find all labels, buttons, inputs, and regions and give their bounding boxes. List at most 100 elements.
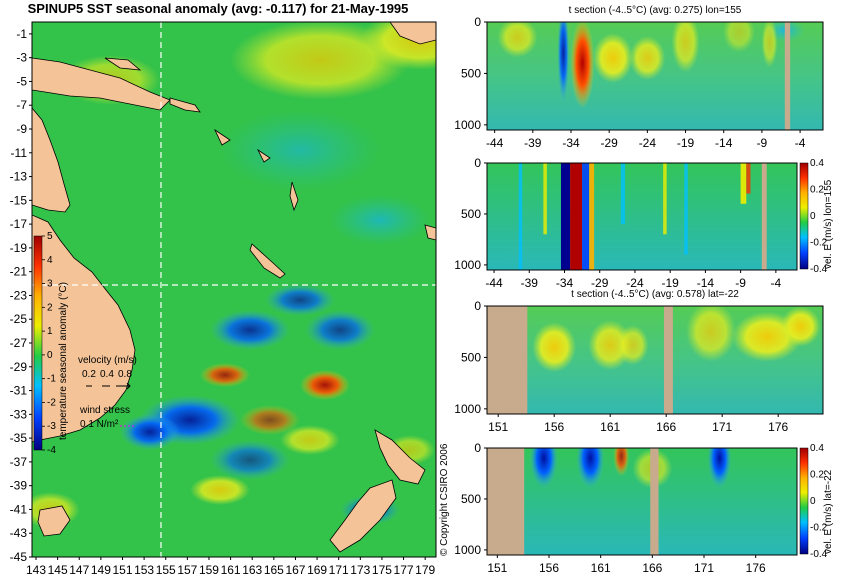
map-x-tick-label: 149 bbox=[91, 563, 111, 577]
field-patch bbox=[686, 306, 736, 362]
map-x-tick-label: 159 bbox=[199, 563, 219, 577]
panel-title: t section (-4..5°C) (avg: 0.275) lon=155 bbox=[569, 5, 742, 16]
panel-x-tick-label: 161 bbox=[600, 420, 620, 434]
colorbar-tick-label: 5 bbox=[47, 231, 53, 242]
velocity-colorbar-gradient bbox=[799, 162, 809, 270]
panel-x-tick-label: -44 bbox=[486, 136, 504, 150]
map-x-tick-label: 165 bbox=[264, 563, 284, 577]
panel-x-tick-label: 161 bbox=[591, 561, 611, 575]
map-y-tick-label: -37 bbox=[10, 455, 28, 469]
field-patch bbox=[613, 448, 630, 477]
field-patch bbox=[570, 163, 583, 270]
colorbar-tick-label: 2 bbox=[47, 302, 53, 313]
panel-x-tick-label: 176 bbox=[768, 420, 788, 434]
colorbar-gradient bbox=[33, 235, 43, 451]
panel-x-tick-label: -24 bbox=[626, 276, 644, 290]
map-y-axis: -1 -3 -5 -7 -9 -11 -13 -15 -17 -19 -21 -23 -25 -27 -29… bbox=[10, 27, 32, 564]
map-y-tick-label: -19 bbox=[10, 241, 28, 255]
field-patch bbox=[529, 448, 558, 489]
panel-x-tick-label: -24 bbox=[639, 136, 657, 150]
field-patch bbox=[582, 163, 590, 270]
map-y-tick-label: -21 bbox=[10, 265, 28, 279]
field-patch bbox=[620, 163, 626, 225]
map-y-tick-label: -17 bbox=[10, 217, 28, 231]
section-land bbox=[650, 448, 659, 555]
colorbar-tick-label: -1 bbox=[47, 374, 56, 385]
panel-field bbox=[487, 448, 797, 555]
velocity-colorbar-label: vel. E (m/s) lon=155 bbox=[823, 179, 834, 269]
field-patch bbox=[723, 22, 755, 53]
panel-y-tick-label: 0 bbox=[474, 15, 481, 29]
map-x-tick-label: 163 bbox=[242, 563, 262, 577]
new-caledonia-land bbox=[249, 243, 286, 279]
map-y-tick-label: -35 bbox=[10, 431, 28, 445]
cape-york-land bbox=[32, 107, 71, 213]
section-land bbox=[487, 448, 525, 555]
panel-x-tick-label: -19 bbox=[662, 276, 680, 290]
map-y-tick-label: -7 bbox=[16, 98, 27, 112]
panel-field bbox=[487, 22, 823, 130]
velocity-colorbar-tick-label: 0.2 bbox=[810, 185, 824, 196]
velocity-value-3: 0.8 bbox=[118, 369, 132, 380]
australia-land bbox=[32, 214, 136, 443]
wind-stress-label: wind stress bbox=[79, 405, 130, 416]
panel-x-tick-label: -39 bbox=[521, 276, 539, 290]
panel-y-tick-label: 500 bbox=[461, 207, 481, 221]
colorbar-tick-label: -3 bbox=[47, 421, 56, 432]
panel-x-tick-label: -29 bbox=[591, 276, 609, 290]
panel-x-tick-label: -9 bbox=[757, 136, 768, 150]
field-patch bbox=[532, 322, 577, 373]
panel-field bbox=[487, 306, 823, 414]
velocity-colorbar-tick-label: -0.2 bbox=[810, 238, 828, 249]
field-patch bbox=[707, 448, 732, 489]
map-y-tick-label: -33 bbox=[10, 407, 28, 421]
map-y-tick-label: -13 bbox=[10, 170, 28, 184]
field-patch bbox=[746, 163, 751, 194]
panel-x-tick-label: -29 bbox=[601, 136, 619, 150]
field-patch bbox=[589, 163, 595, 270]
velocity-colorbar-gradient bbox=[799, 447, 809, 555]
panel-frame bbox=[486, 21, 824, 131]
map-y-tick-label: -23 bbox=[10, 288, 28, 302]
map-x-tick-label: 175 bbox=[372, 563, 392, 577]
map-y-tick-label: -27 bbox=[10, 336, 28, 350]
velocity-colorbar-tick-label: -0.4 bbox=[810, 549, 828, 560]
panel-x-tick-label: -34 bbox=[562, 136, 580, 150]
field-patch bbox=[761, 22, 778, 68]
panel-x-tick-label: 166 bbox=[642, 561, 662, 575]
map-x-tick-label: 167 bbox=[285, 563, 305, 577]
panel-y-tick-label: 0 bbox=[474, 156, 481, 170]
panel-y-tick-label: 500 bbox=[461, 492, 481, 506]
map-x-tick-label: 151 bbox=[112, 563, 132, 577]
field-patch bbox=[663, 163, 667, 235]
panel-x-tick-label: -9 bbox=[735, 276, 746, 290]
map-y-tick-label: -25 bbox=[10, 312, 28, 326]
velocity-colorbar-label: vel. E (m/s) lat=-22 bbox=[823, 469, 834, 554]
map-y-tick-label: -11 bbox=[11, 146, 28, 160]
colorbar-tick-label: -4 bbox=[47, 445, 56, 456]
panel-field bbox=[487, 163, 797, 270]
velocity-colorbar-tick-label: -0.2 bbox=[810, 523, 828, 534]
velocity-legend-label: velocity (m/s) bbox=[78, 355, 137, 366]
colorbar-tick-label: 1 bbox=[47, 326, 53, 337]
panel-x-tick-label: 176 bbox=[746, 561, 766, 575]
panel-y-tick-label: 1000 bbox=[454, 543, 481, 557]
map-x-axis: 143 145 147 149 151 153 155 157 159 161 163 165 167 1… bbox=[26, 557, 436, 577]
panel-x-tick-label: -4 bbox=[795, 136, 806, 150]
panel-x-tick-label: 166 bbox=[656, 420, 676, 434]
map-y-tick-label: -5 bbox=[16, 74, 27, 88]
velocity-colorbar-tick-label: 0.2 bbox=[810, 470, 824, 481]
panel-y-tick-label: 1000 bbox=[454, 402, 481, 416]
velocity-arrows bbox=[86, 382, 131, 390]
map-x-tick-label: 171 bbox=[329, 563, 349, 577]
land-masses bbox=[32, 22, 436, 553]
field-patch bbox=[629, 36, 666, 80]
section-land bbox=[784, 22, 791, 130]
panel-y-tick-label: 1000 bbox=[454, 258, 481, 272]
map-x-tick-label: 177 bbox=[394, 563, 414, 577]
colorbar-label: temperature seasonal anomaly (°C) bbox=[58, 282, 69, 440]
velocity-colorbar-tick-label: 0.4 bbox=[810, 158, 824, 169]
nz-south-land bbox=[329, 479, 397, 553]
